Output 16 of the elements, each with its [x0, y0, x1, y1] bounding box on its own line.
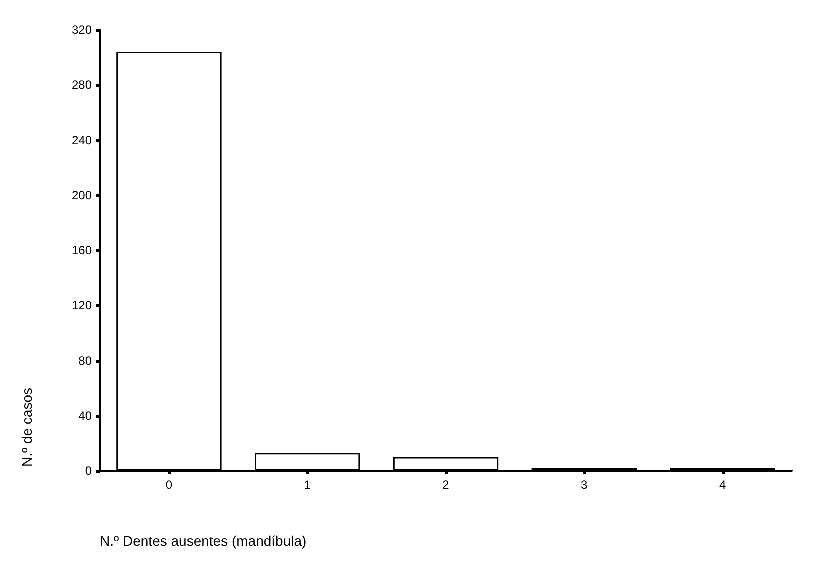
y-tick-label: 0: [85, 464, 92, 478]
y-tick-label: 40: [78, 408, 92, 423]
y-tick-label: 80: [78, 354, 92, 368]
x-tick-label: 3: [581, 478, 588, 492]
y-tick-label: 120: [72, 298, 92, 313]
y-axis-title: N.º de casos: [19, 388, 35, 468]
y-tick-label: 200: [72, 188, 92, 202]
x-tick-label: 2: [442, 478, 450, 492]
x-tick-label: 4: [719, 478, 726, 492]
y-tick-label: 160: [72, 244, 92, 258]
y-tick-label: 240: [72, 133, 92, 148]
x-tick-label: 0: [166, 478, 173, 492]
x-axis-title: N.º Dentes ausentes (mandíbula): [100, 533, 307, 549]
y-tick-label: 320: [72, 23, 92, 37]
y-tick-label: 280: [72, 78, 92, 92]
x-tick-label: 1: [304, 478, 312, 492]
